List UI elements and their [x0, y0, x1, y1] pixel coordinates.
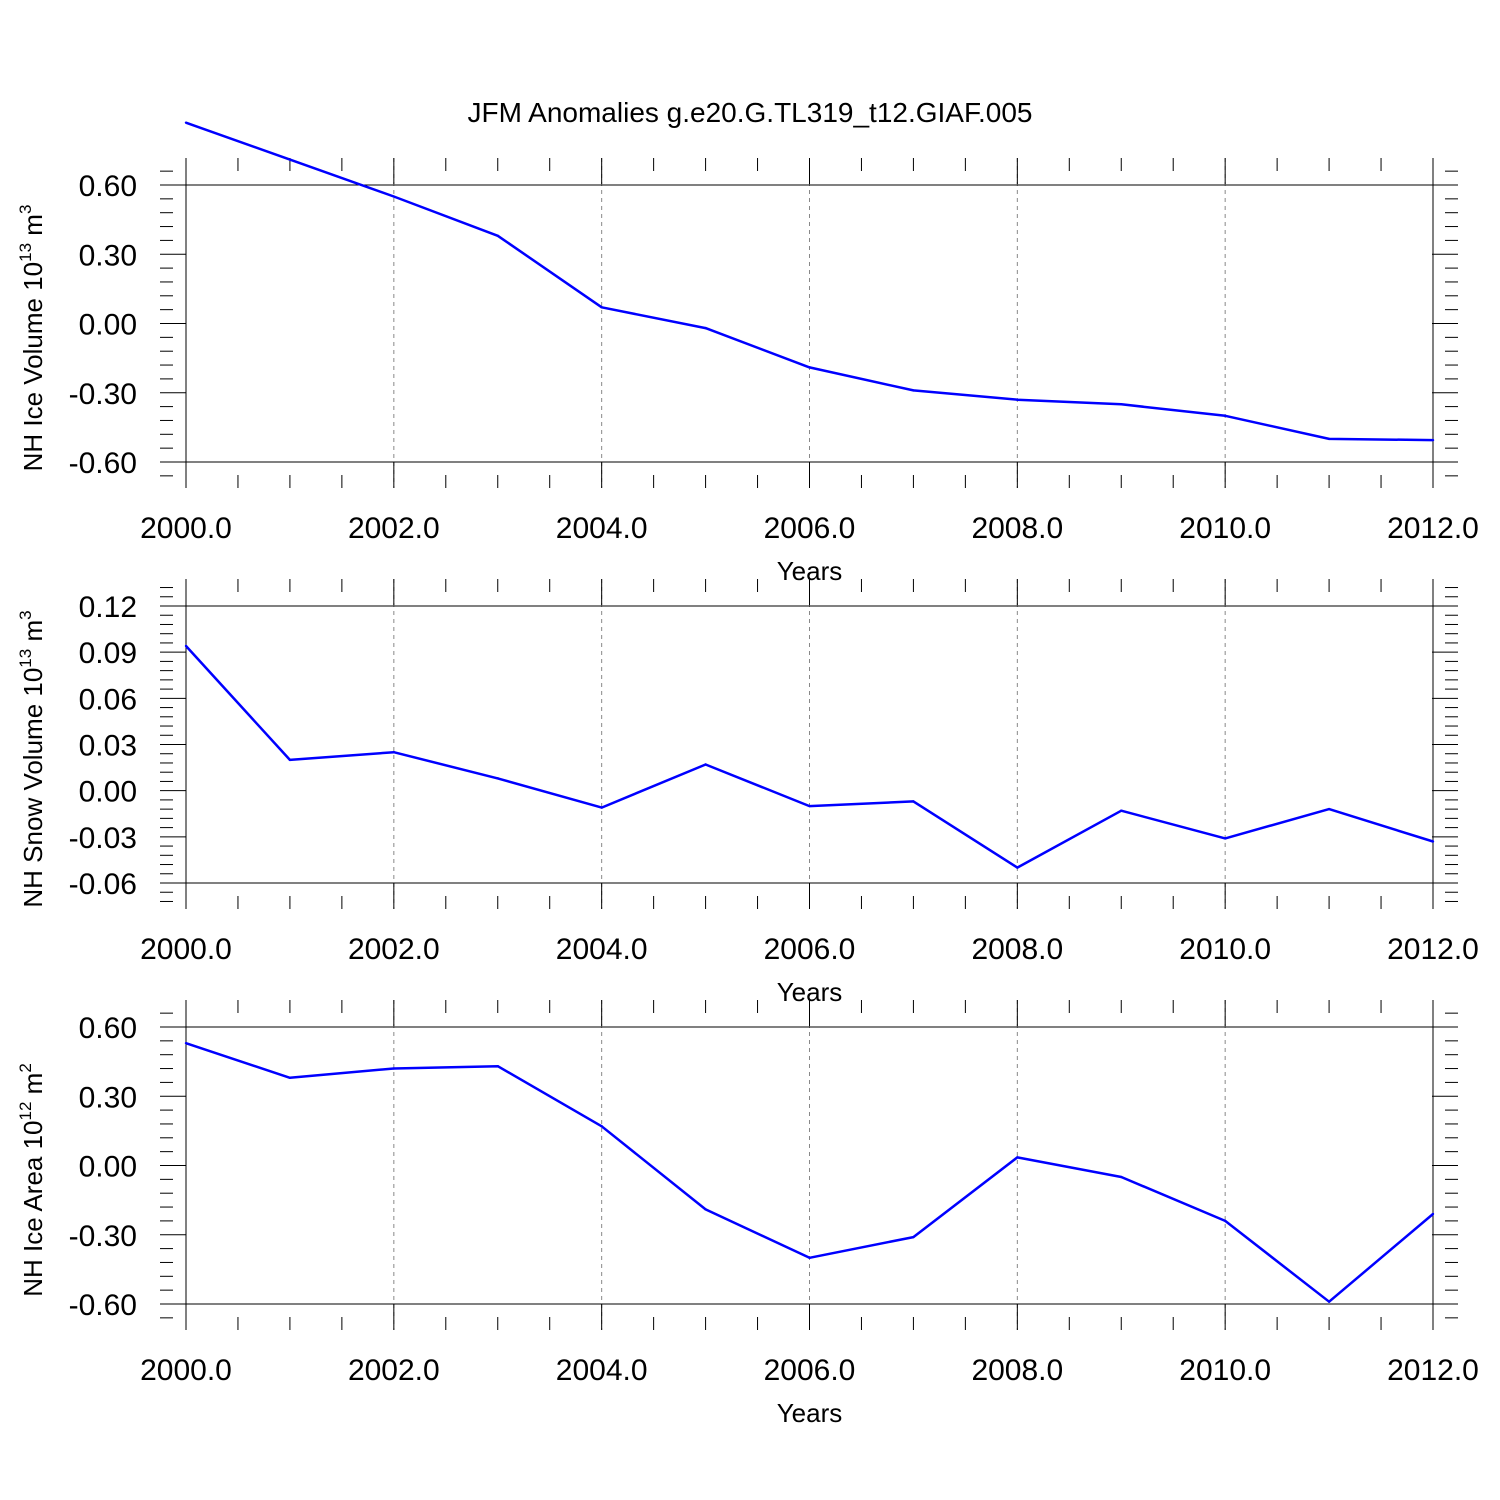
x-tick-label: 2008.0 [971, 512, 1063, 545]
data-point [808, 366, 811, 369]
data-point [1327, 807, 1331, 811]
x-tick-label: 2000.0 [140, 512, 232, 545]
y-axis-title: NH Ice Volume 1013 m3 [16, 205, 48, 472]
data-point [184, 121, 188, 124]
x-tick-label: 2000.0 [140, 1354, 232, 1387]
y-tick-label: 0.00 [79, 1151, 137, 1184]
data-point [600, 806, 603, 809]
y-tick-label: 0.00 [79, 776, 137, 809]
x-tick-label: 2008.0 [971, 933, 1063, 966]
panel-1: -0.60 -0.30 0.00 0.30 0.60 2000.0 2002.0 2004.0… [16, 121, 1479, 586]
panels: -0.60 -0.30 0.00 0.30 0.60 2000.0 2002.0 2004.0… [16, 121, 1479, 1428]
data-point [808, 1256, 811, 1260]
figure-title: JFM Anomalies g.e20.G.TL319_t12.GIAF.005 [468, 97, 1033, 128]
x-tick-label: 2000.0 [140, 933, 232, 966]
x-tick-label: 2006.0 [764, 512, 856, 545]
y-tick-label: 0.09 [79, 637, 137, 670]
y-tick-label: 0.30 [79, 239, 137, 272]
x-tick-label: 2002.0 [348, 1354, 440, 1387]
data-point [1120, 403, 1123, 406]
y-tick-label: -0.30 [69, 378, 137, 411]
y-tick-label: -0.60 [69, 1289, 137, 1322]
data-point [1016, 398, 1019, 401]
x-tick-label: 2012.0 [1387, 1354, 1479, 1387]
data-point [496, 234, 499, 237]
panel-3: -0.60 -0.30 0.00 0.30 0.60 2000.0 2002.0 2004.0… [16, 1000, 1479, 1428]
y-tick-label: 0.12 [79, 591, 137, 624]
y-tick-label: 0.60 [79, 170, 137, 203]
data-point [288, 1076, 292, 1079]
data-point [912, 800, 915, 803]
data-point [600, 1125, 603, 1128]
y-tick-label: 0.00 [79, 309, 137, 342]
data-point [1431, 840, 1435, 843]
data-point [1120, 809, 1123, 812]
y-tick-label: 0.30 [79, 1081, 137, 1114]
data-point [184, 1041, 188, 1045]
data-point [392, 195, 396, 198]
data-point [1016, 1156, 1019, 1159]
y-tick-label: -0.60 [69, 447, 137, 480]
y-tick-label: -0.06 [69, 868, 137, 901]
data-point [808, 804, 811, 808]
data-point [1223, 414, 1227, 418]
x-tick-label: 2004.0 [556, 933, 648, 966]
y-tick-label: -0.30 [69, 1220, 137, 1253]
data-point [1016, 866, 1019, 869]
data-point [392, 1067, 396, 1070]
data-point [496, 777, 499, 780]
data-point [288, 758, 292, 762]
y-axis-title: NH Snow Volume 1013 m3 [16, 610, 48, 907]
data-point [912, 1235, 915, 1239]
data-point [1327, 437, 1331, 441]
x-tick-label: 2008.0 [971, 1354, 1063, 1387]
data-point [1431, 438, 1435, 442]
y-tick-label: 0.03 [79, 730, 137, 763]
x-tick-label: 2004.0 [556, 512, 648, 545]
data-point [184, 644, 188, 648]
data-point [1223, 837, 1227, 840]
x-tick-label: 2012.0 [1387, 512, 1479, 545]
x-tick-label: 2010.0 [1179, 1354, 1271, 1387]
data-point [704, 326, 707, 330]
y-axis-title: NH Ice Area 1012 m2 [16, 1063, 48, 1297]
data-point [704, 763, 707, 766]
data-point [1120, 1175, 1123, 1179]
data-point [392, 750, 396, 754]
data-point [1431, 1212, 1435, 1216]
x-tick-label: 2002.0 [348, 512, 440, 545]
x-tick-label: 2006.0 [764, 1354, 856, 1387]
x-tick-label: 2006.0 [764, 933, 856, 966]
x-axis-title: Years [777, 1398, 843, 1428]
data-point [288, 158, 292, 161]
panel-2: -0.06 -0.03 0.00 0.03 0.06 0.09 0.12 2000.0 2002… [16, 579, 1479, 1007]
x-tick-label: 2004.0 [556, 1354, 648, 1387]
x-tick-label: 2002.0 [348, 933, 440, 966]
data-point [912, 389, 915, 392]
x-tick-label: 2010.0 [1179, 512, 1271, 545]
x-tick-label: 2010.0 [1179, 933, 1271, 966]
data-point [1223, 1219, 1227, 1223]
y-tick-label: -0.03 [69, 822, 137, 855]
data-point [496, 1065, 499, 1068]
data-point [704, 1208, 707, 1211]
data-point [600, 306, 603, 309]
data-point [1327, 1300, 1331, 1303]
x-tick-label: 2012.0 [1387, 933, 1479, 966]
y-tick-label: 0.06 [79, 683, 137, 716]
y-tick-label: 0.60 [79, 1012, 137, 1045]
